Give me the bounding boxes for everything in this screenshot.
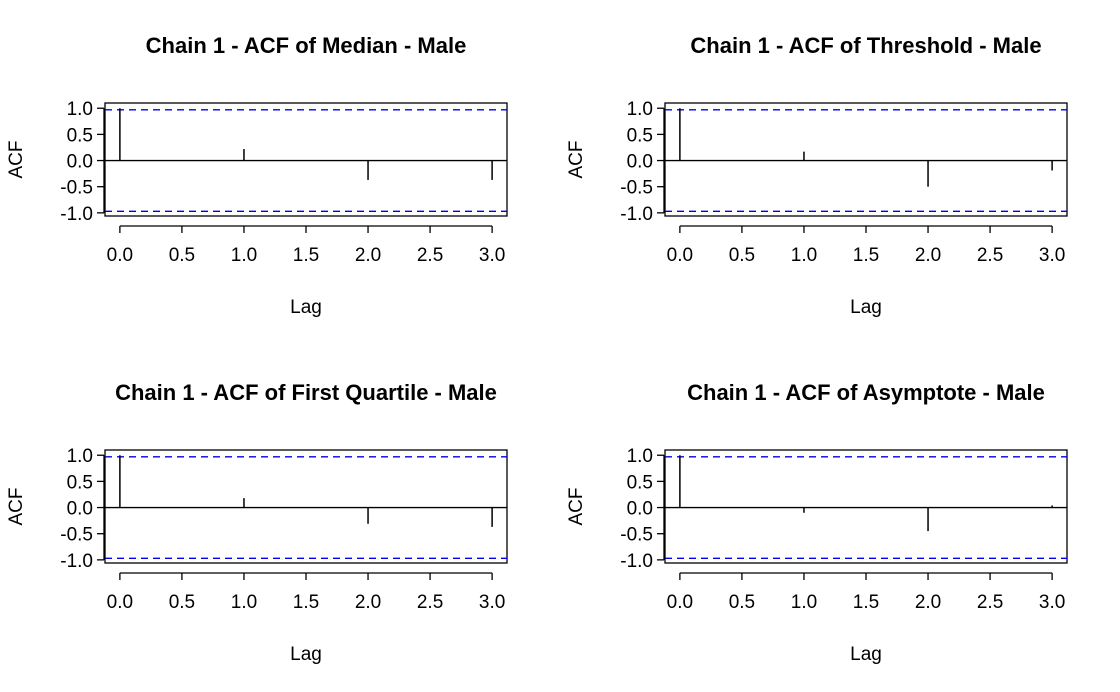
x-tick-label: 0.0	[667, 245, 693, 266]
y-tick-label: -1.0	[620, 204, 653, 225]
y-tick-label: -0.5	[60, 178, 93, 199]
x-tick-label: 0.0	[107, 592, 133, 613]
x-tick-label: 2.5	[417, 245, 443, 266]
y-tick-label: 0.5	[67, 472, 93, 493]
x-axis-label: Lag	[850, 297, 882, 318]
acf-panel-2: Chain 1 - ACF of Threshold - Male 0.0 0.5 1…	[566, 33, 1068, 318]
x-tick-label: 3.0	[479, 592, 505, 613]
y-tick-label: 0.0	[627, 152, 653, 173]
x-tick-label: 3.0	[1039, 592, 1065, 613]
y-axis-label: ACF	[6, 141, 27, 179]
y-axis-label: ACF	[566, 488, 587, 526]
y-tick-label: 0.0	[67, 499, 93, 520]
x-axis-label: Lag	[850, 644, 882, 665]
chart-title: Chain 1 - ACF of First Quartile - Male	[115, 380, 497, 405]
x-tick-label: 0.5	[729, 245, 755, 266]
y-tick-label: 1.0	[67, 446, 93, 467]
x-tick-label: 2.0	[915, 245, 941, 266]
x-tick-label: 2.5	[977, 245, 1003, 266]
y-tick-label: -0.5	[620, 525, 653, 546]
x-tick-label: 2.0	[355, 245, 381, 266]
x-tick-label: 0.5	[729, 592, 755, 613]
chart-title: Chain 1 - ACF of Median - Male	[146, 33, 467, 58]
x-tick-label: 1.5	[293, 592, 319, 613]
y-tick-label: -1.0	[60, 204, 93, 225]
acf-panel-1: Chain 1 - ACF of Median - Male 0.0 0.5 1.0 1…	[6, 33, 508, 318]
y-tick-label: -0.5	[620, 178, 653, 199]
x-tick-label: 1.0	[231, 245, 257, 266]
x-tick-label: 3.0	[479, 245, 505, 266]
x-tick-label: 2.0	[915, 592, 941, 613]
y-tick-label: 1.0	[627, 446, 653, 467]
x-axis-label: Lag	[290, 297, 322, 318]
x-tick-label: 1.5	[853, 592, 879, 613]
y-tick-label: -1.0	[60, 551, 93, 572]
chart-title: Chain 1 - ACF of Asymptote - Male	[687, 380, 1045, 405]
x-tick-label: 0.0	[107, 245, 133, 266]
y-tick-label: -0.5	[60, 525, 93, 546]
x-axis-label: Lag	[290, 644, 322, 665]
plot-frame	[104, 449, 508, 564]
x-tick-label: 2.0	[355, 592, 381, 613]
x-tick-label: 1.0	[231, 592, 257, 613]
chart-title: Chain 1 - ACF of Threshold - Male	[690, 33, 1041, 58]
x-tick-label: 2.5	[977, 592, 1003, 613]
acf-panel-4: Chain 1 - ACF of Asymptote - Male 0.0 0.5 1…	[566, 380, 1068, 665]
y-tick-label: 1.0	[627, 99, 653, 120]
x-tick-label: 1.5	[293, 245, 319, 266]
y-tick-label: 0.0	[627, 499, 653, 520]
y-axis-label: ACF	[566, 141, 587, 179]
x-tick-label: 1.0	[791, 245, 817, 266]
x-tick-label: 3.0	[1039, 245, 1065, 266]
x-tick-label: 1.0	[791, 592, 817, 613]
plot-frame	[104, 102, 508, 217]
y-axis-label: ACF	[6, 488, 27, 526]
acf-panel-3: Chain 1 - ACF of First Quartile - Male 0.…	[6, 380, 508, 665]
x-tick-label: 0.5	[169, 592, 195, 613]
plot-frame	[664, 449, 1068, 564]
y-tick-label: 1.0	[67, 99, 93, 120]
y-tick-label: 0.0	[67, 152, 93, 173]
plot-frame	[664, 102, 1068, 217]
x-tick-label: 0.0	[667, 592, 693, 613]
y-tick-label: 0.5	[67, 125, 93, 146]
x-tick-label: 0.5	[169, 245, 195, 266]
y-tick-label: -1.0	[620, 551, 653, 572]
x-tick-label: 2.5	[417, 592, 443, 613]
y-tick-label: 0.5	[627, 472, 653, 493]
y-tick-label: 0.5	[627, 125, 653, 146]
x-tick-label: 1.5	[853, 245, 879, 266]
